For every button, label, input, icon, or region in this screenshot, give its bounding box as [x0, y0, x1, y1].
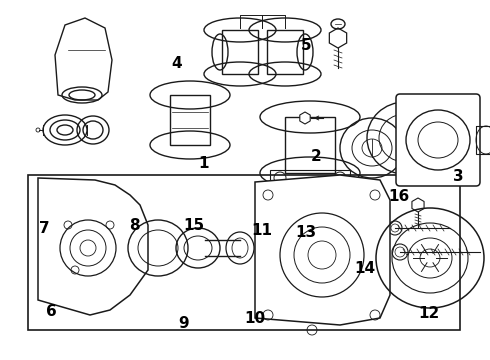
Text: 3: 3 — [453, 169, 464, 184]
Polygon shape — [300, 112, 310, 124]
Bar — [222, 30, 258, 74]
FancyBboxPatch shape — [396, 94, 480, 186]
Bar — [170, 95, 210, 145]
Text: 5: 5 — [301, 37, 312, 53]
Bar — [285, 117, 335, 173]
Text: 1: 1 — [198, 156, 209, 171]
Text: 8: 8 — [129, 217, 140, 233]
Text: 2: 2 — [311, 149, 321, 164]
Polygon shape — [412, 198, 424, 212]
Text: 4: 4 — [171, 55, 182, 71]
Bar — [476, 126, 490, 154]
Polygon shape — [255, 175, 390, 325]
Text: 9: 9 — [178, 316, 189, 332]
Text: 11: 11 — [252, 223, 272, 238]
Text: 7: 7 — [39, 221, 49, 236]
Text: 6: 6 — [46, 304, 57, 319]
Text: 12: 12 — [418, 306, 440, 321]
Text: 15: 15 — [183, 217, 204, 233]
Polygon shape — [38, 178, 148, 315]
Text: 13: 13 — [295, 225, 317, 240]
Bar — [267, 30, 303, 74]
Text: 16: 16 — [389, 189, 410, 204]
Polygon shape — [55, 18, 112, 100]
Text: 10: 10 — [244, 311, 266, 326]
Polygon shape — [329, 28, 346, 48]
Text: 14: 14 — [354, 261, 376, 276]
